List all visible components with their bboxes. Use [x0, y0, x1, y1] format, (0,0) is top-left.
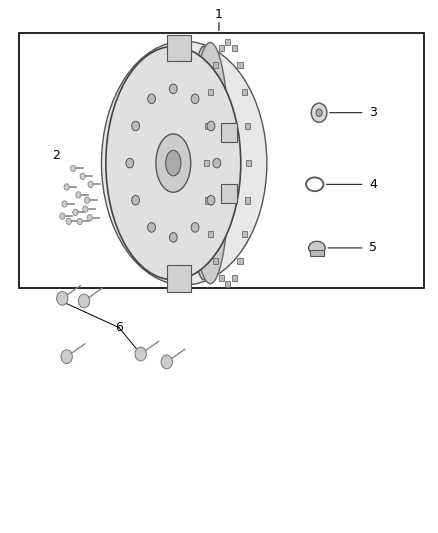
- Circle shape: [60, 213, 65, 219]
- Ellipse shape: [148, 223, 155, 232]
- Ellipse shape: [190, 46, 218, 280]
- Ellipse shape: [191, 223, 199, 232]
- Bar: [237, 258, 243, 264]
- Circle shape: [64, 184, 69, 190]
- Bar: [232, 275, 237, 281]
- Bar: [245, 197, 250, 204]
- Bar: [242, 89, 247, 95]
- Circle shape: [77, 218, 82, 224]
- Bar: [219, 45, 224, 51]
- Circle shape: [73, 209, 78, 216]
- Bar: [167, 265, 191, 292]
- Bar: [246, 160, 251, 166]
- Circle shape: [78, 294, 90, 308]
- Ellipse shape: [126, 158, 134, 168]
- Ellipse shape: [207, 196, 215, 205]
- Circle shape: [71, 165, 76, 172]
- Circle shape: [66, 218, 71, 224]
- Circle shape: [62, 201, 67, 207]
- Circle shape: [80, 173, 85, 180]
- Circle shape: [88, 181, 93, 188]
- Ellipse shape: [148, 94, 155, 103]
- Text: 4: 4: [369, 178, 377, 191]
- Bar: [213, 62, 218, 68]
- Bar: [225, 39, 230, 45]
- Bar: [205, 197, 210, 204]
- Bar: [167, 35, 191, 61]
- Circle shape: [87, 215, 92, 221]
- Bar: [310, 250, 324, 256]
- Circle shape: [161, 355, 173, 369]
- Ellipse shape: [170, 84, 177, 94]
- Circle shape: [57, 292, 68, 305]
- Bar: [232, 45, 237, 51]
- Bar: [208, 231, 213, 237]
- Bar: [245, 123, 250, 129]
- Bar: [208, 89, 213, 95]
- Bar: [219, 275, 224, 281]
- Circle shape: [316, 109, 322, 116]
- Ellipse shape: [132, 196, 140, 205]
- Bar: [213, 258, 218, 264]
- Ellipse shape: [207, 121, 215, 131]
- Bar: [225, 281, 230, 287]
- Bar: [221, 184, 237, 203]
- Text: 2: 2: [52, 149, 60, 161]
- Bar: [204, 160, 209, 166]
- Text: 3: 3: [369, 106, 377, 119]
- Ellipse shape: [132, 121, 140, 131]
- Ellipse shape: [156, 134, 191, 192]
- Ellipse shape: [309, 241, 325, 255]
- Text: 6: 6: [115, 321, 123, 334]
- Circle shape: [311, 103, 327, 122]
- Bar: [242, 231, 247, 237]
- Circle shape: [61, 350, 72, 364]
- Ellipse shape: [170, 232, 177, 242]
- Ellipse shape: [166, 150, 181, 176]
- Bar: [19, 33, 424, 288]
- Ellipse shape: [306, 177, 323, 191]
- Circle shape: [135, 347, 146, 361]
- Text: 1: 1: [215, 8, 223, 21]
- Bar: [205, 123, 210, 129]
- Ellipse shape: [106, 46, 241, 280]
- Ellipse shape: [102, 41, 267, 285]
- Circle shape: [83, 206, 88, 213]
- Bar: [221, 123, 237, 142]
- Bar: [237, 62, 243, 68]
- Circle shape: [76, 192, 81, 198]
- Ellipse shape: [191, 94, 199, 103]
- Circle shape: [85, 197, 90, 204]
- Ellipse shape: [191, 43, 230, 284]
- Ellipse shape: [213, 158, 221, 168]
- Text: 5: 5: [369, 241, 377, 254]
